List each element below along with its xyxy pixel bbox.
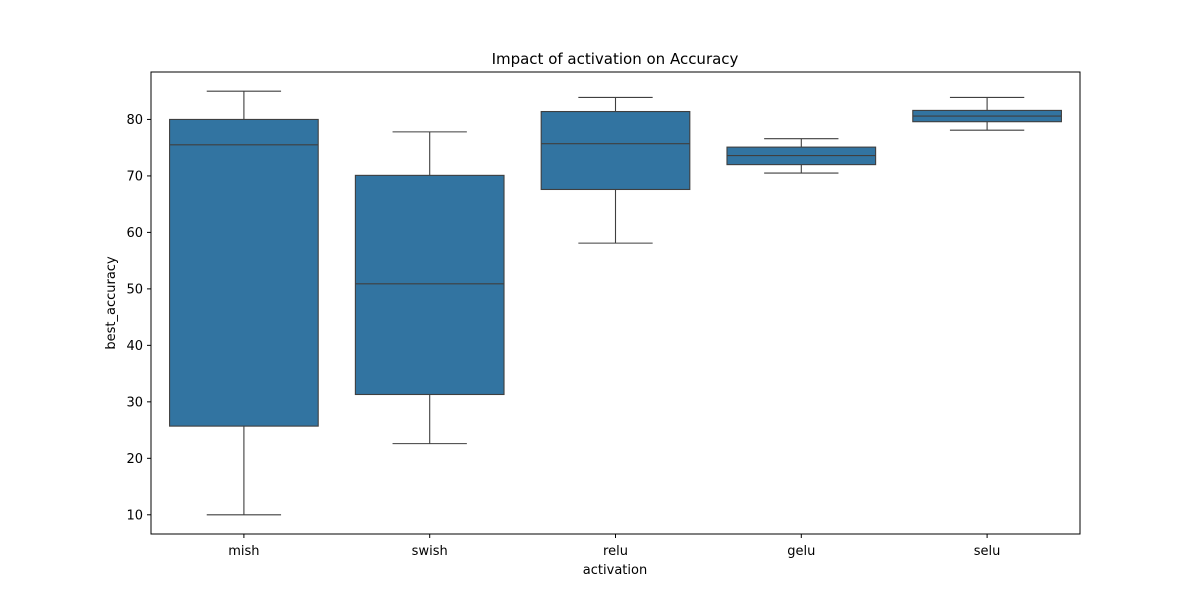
y-tick-label: 10 (126, 508, 143, 523)
iqr-box (540, 110, 691, 191)
x-tick-label: relu (603, 544, 628, 559)
x-axis-label: activation (583, 563, 647, 578)
y-axis-label: best_accuracy (104, 256, 119, 350)
y-tick-label: 40 (126, 339, 143, 354)
x-axis: mish swish relu gelu selu (228, 534, 1000, 559)
x-tick-label: mish (228, 544, 259, 559)
y-tick-label: 60 (126, 226, 143, 241)
plot-area (169, 90, 1062, 516)
y-tick-label: 50 (126, 282, 143, 297)
x-tick-label: gelu (787, 544, 815, 559)
x-tick-label: swish (412, 544, 448, 559)
box-mish (169, 90, 319, 516)
box-swish (354, 131, 505, 445)
x-tick-label: selu (974, 544, 1001, 559)
y-tick-label: 70 (126, 169, 143, 184)
iqr-box (169, 118, 319, 427)
y-tick-label: 80 (126, 113, 143, 128)
box-selu (912, 96, 1062, 131)
chart-title: Impact of activation on Accuracy (492, 50, 739, 68)
box-relu (540, 96, 691, 244)
y-tick-label: 20 (126, 452, 143, 467)
iqr-box (354, 174, 505, 396)
box-gelu (726, 138, 877, 174)
y-axis: 10 20 30 40 50 60 70 80 (126, 113, 151, 523)
y-tick-label: 30 (126, 395, 143, 410)
